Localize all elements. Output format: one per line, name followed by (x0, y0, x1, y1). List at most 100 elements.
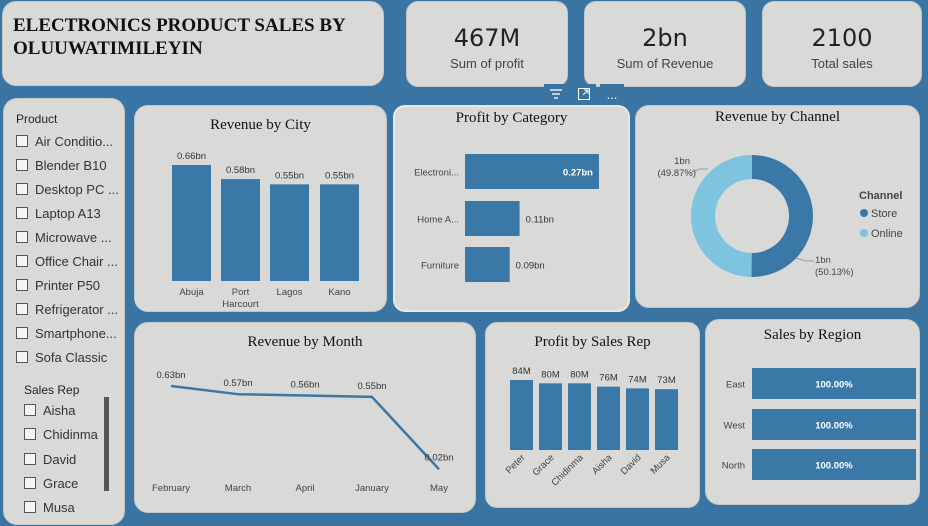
kpi-card-profit[interactable]: 467M Sum of profit (406, 1, 568, 87)
kpi-card-total-sales[interactable]: 2100 Total sales (762, 1, 922, 87)
slicer-scrollbar[interactable] (104, 397, 109, 491)
checkbox[interactable] (24, 404, 36, 416)
sales-rep-option[interactable]: Musa (24, 498, 75, 516)
sales-by-region-chart: East 100.00% West 100.00% North 100.00% (722, 368, 916, 480)
data-label: 0.66bn (177, 151, 206, 162)
category-label: Chidinma (549, 452, 586, 489)
data-label: 100.00% (815, 380, 853, 391)
checkbox[interactable] (24, 453, 36, 465)
sales-by-region-card[interactable]: Sales by Region East 100.00% West 100.00% No… (705, 319, 920, 505)
bar (752, 368, 916, 399)
series-line (170, 384, 440, 471)
dashboard-title-card: ELECTRONICS PRODUCT SALES BY OLUUWATIMIL… (2, 1, 384, 86)
sales-rep-option[interactable]: Grace (24, 474, 78, 492)
profit-by-category-card[interactable]: Profit by Category Electroni... 0.27bn Hom… (393, 105, 630, 312)
chart-title: Revenue by City (210, 117, 311, 133)
category-label: North (722, 461, 745, 472)
product-option[interactable]: Smartphone... (16, 324, 117, 342)
profit-by-sales-rep-chart: 84M Peter 80M Grace 80M Chidinma 76M Aisha 74M Da… (504, 366, 678, 489)
chart-title: Revenue by Month (247, 334, 363, 350)
profit-by-category-chart: Electroni... 0.27bn Home A... 0.11bn Furnitu… (414, 154, 599, 282)
filter-icon[interactable] (544, 84, 568, 104)
revenue-by-city-card[interactable]: Revenue by City 0.66bn Abuja 0.58bn Port Har… (134, 105, 387, 312)
bar (465, 201, 520, 236)
chart-title: Sales by Region (763, 327, 862, 343)
sales-rep-option[interactable]: Chidinma (24, 425, 98, 443)
checkbox[interactable] (16, 351, 28, 363)
donut-slice (691, 155, 752, 277)
bar (172, 165, 211, 281)
focus-mode-icon[interactable] (572, 84, 596, 104)
checkbox[interactable] (16, 327, 28, 339)
data-label: 0.57bn (223, 378, 252, 389)
bar (270, 184, 309, 281)
category-label: January (355, 483, 389, 494)
category-label: Furniture (421, 261, 459, 272)
data-label: (50.13%) (815, 267, 854, 278)
data-label: 80M (570, 369, 589, 380)
checkbox[interactable] (16, 183, 28, 195)
legend-marker (860, 229, 868, 237)
checkbox[interactable] (16, 207, 28, 219)
visual-toolbar: ... (544, 84, 624, 106)
revenue-by-month-card[interactable]: Revenue by Month 0.63bn February 0.57bn Mar… (134, 322, 476, 513)
checkbox[interactable] (16, 279, 28, 291)
checkbox[interactable] (16, 135, 28, 147)
product-option[interactable]: Desktop PC ... (16, 180, 119, 198)
product-option[interactable]: Blender B10 (16, 156, 107, 174)
category-label: May (430, 483, 448, 494)
data-label: 0.09bn (516, 261, 545, 272)
kpi-card-revenue[interactable]: 2bn Sum of Revenue (584, 1, 746, 87)
product-option[interactable]: Laptop A13 (16, 204, 101, 222)
product-option[interactable]: Office Chair ... (16, 252, 118, 270)
kpi-value: 2bn (642, 24, 688, 52)
data-label: 80M (541, 369, 560, 380)
category-label: April (295, 483, 314, 494)
bar (539, 383, 562, 450)
product-option[interactable]: Printer P50 (16, 276, 100, 294)
product-option[interactable]: Air Conditio... (16, 132, 113, 150)
product-option[interactable]: Sofa Classic (16, 348, 107, 366)
data-label: 0.58bn (226, 165, 255, 176)
chart-title: Revenue by Channel (715, 109, 840, 125)
donut-slice (751, 155, 814, 277)
bar (510, 380, 533, 450)
checkbox[interactable] (16, 255, 28, 267)
checkbox[interactable] (24, 428, 36, 440)
checkbox[interactable] (16, 159, 28, 171)
checkbox[interactable] (16, 303, 28, 315)
category-label: West (724, 421, 746, 432)
sales-rep-option[interactable]: Aisha (24, 401, 76, 419)
category-label: March (225, 483, 251, 494)
data-label: 0.63bn (156, 370, 185, 381)
checkbox[interactable] (24, 477, 36, 489)
more-options-icon[interactable]: ... (600, 84, 624, 104)
legend-title: Channel (859, 190, 902, 202)
sales-rep-option[interactable]: David (24, 450, 76, 468)
bar (655, 389, 678, 450)
revenue-by-channel-card[interactable]: Revenue by Channel 1bn (50.13%) 1bn (49.87%… (635, 105, 920, 308)
category-label: David (619, 452, 644, 477)
sales-rep-slicer-header: Sales Rep (24, 383, 80, 397)
category-label: Aisha (590, 452, 615, 477)
profit-by-sales-rep-card[interactable]: Profit by Sales Rep 84M Peter 80M Grace 80M C… (485, 322, 700, 508)
category-label: Peter (504, 452, 528, 476)
kpi-value: 2100 (811, 24, 873, 52)
bar (752, 449, 916, 480)
legend-label: Online (871, 228, 903, 240)
category-label: Home A... (417, 215, 459, 226)
kpi-value: 467M (453, 24, 521, 52)
data-label: (49.87%) (657, 168, 696, 179)
checkbox[interactable] (24, 501, 36, 513)
product-option[interactable]: Microwave ... (16, 228, 112, 246)
product-option[interactable]: Refrigerator ... (16, 300, 118, 318)
filter-slicer-panel: Product Air Conditio... Blender B10 Desk… (3, 98, 125, 525)
bar (320, 184, 359, 281)
data-label: 100.00% (815, 461, 853, 472)
data-label: 0.56bn (290, 380, 319, 391)
checkbox[interactable] (16, 231, 28, 243)
chart-title: Profit by Sales Rep (534, 334, 651, 350)
data-label: 0.55bn (357, 381, 386, 392)
